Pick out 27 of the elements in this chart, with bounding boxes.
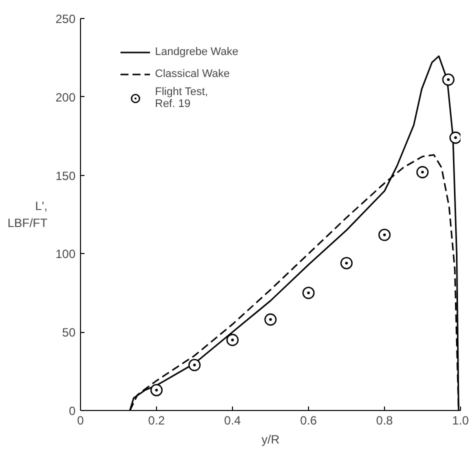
x-axis-title: y/R: [262, 432, 280, 446]
point: [340, 256, 353, 270]
legend-label: Classical Wake: [155, 68, 230, 80]
y-tick-label: 250: [55, 12, 76, 26]
point: [378, 228, 391, 242]
y-axis-title: L', LBF/FT: [7, 199, 48, 230]
legend-label: Flight Test, Ref. 19: [155, 86, 208, 110]
y-tick-label: 150: [55, 168, 76, 183]
y-tick-label: 100: [55, 247, 76, 262]
y-tick-label: 200: [55, 90, 76, 104]
point: [449, 132, 460, 144]
y-tick-label: 0: [68, 404, 76, 418]
x-tick-label: 0.4: [224, 414, 242, 428]
point: [226, 334, 239, 346]
point: [442, 74, 454, 86]
x-tick-label: 0.2: [148, 414, 166, 428]
x-tick-label: 0.6: [300, 414, 318, 428]
x-tick-label: 0.8: [376, 414, 394, 428]
point: [150, 384, 163, 396]
point: [264, 313, 277, 326]
x-tick-label: 1.0: [452, 414, 470, 428]
legend-label: Landgrebe Wake: [155, 46, 238, 58]
point: [302, 286, 315, 300]
point: [188, 358, 201, 372]
point: [416, 166, 429, 178]
x-tick-label: 0: [77, 414, 84, 428]
y-tick-label: 50: [62, 326, 76, 340]
